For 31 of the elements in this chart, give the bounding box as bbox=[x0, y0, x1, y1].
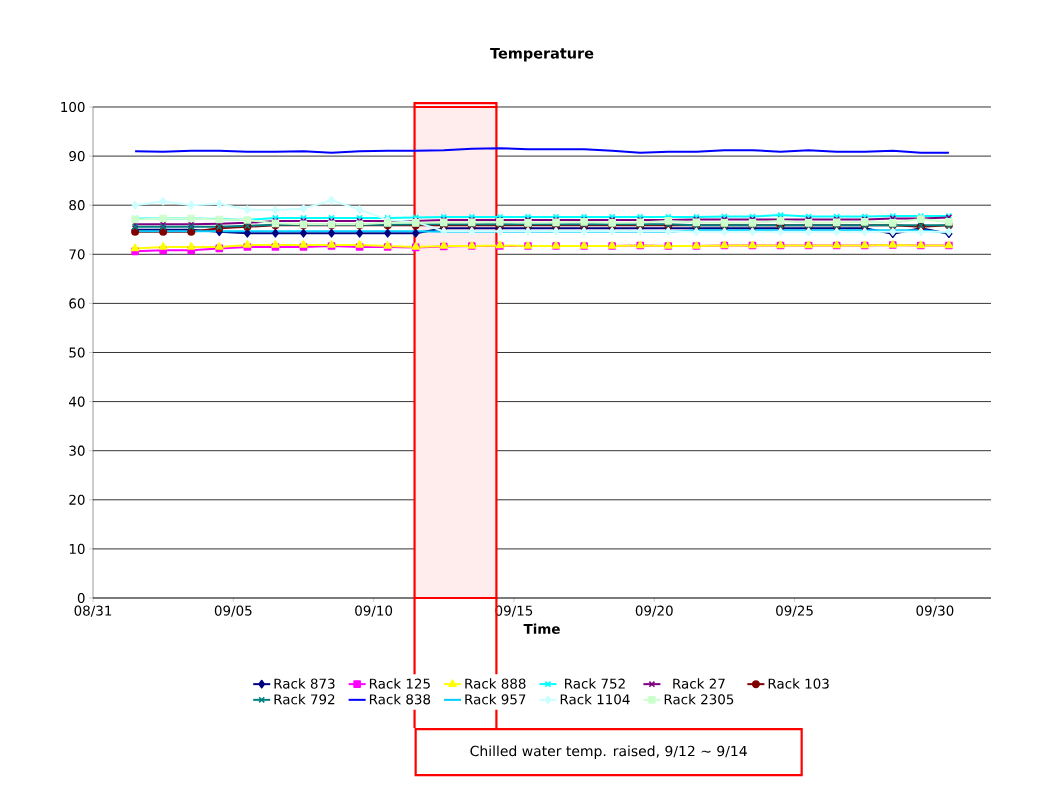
y-tick-label: 0 bbox=[77, 592, 85, 604]
y-tick-label: 70 bbox=[69, 249, 85, 260]
y-tick-label: 60 bbox=[69, 298, 85, 309]
y-tick-label: 90 bbox=[69, 151, 85, 162]
legend-label: Rack 125 bbox=[369, 678, 430, 689]
legend-label: Rack 2305 bbox=[664, 693, 734, 705]
y-tick-label: 100 bbox=[61, 101, 85, 113]
legend-label: Rack 103 bbox=[768, 678, 829, 689]
legend-label: Rack 752 bbox=[565, 678, 625, 689]
legend-label: Rack 957 bbox=[465, 693, 526, 705]
band-label: Chilled water temp. raised, 9/12 ~ 9/14 bbox=[470, 745, 747, 759]
x-tick-label: 09/25 bbox=[776, 605, 813, 617]
x-tick-label: 09/30 bbox=[916, 605, 954, 617]
legend-label: Rack 792 bbox=[274, 693, 335, 705]
legend-label: Rack 838 bbox=[369, 693, 431, 705]
legend-label: Rack 27 bbox=[673, 678, 725, 689]
x-tick-label: 08/31 bbox=[74, 605, 112, 617]
x-tick-label: 09/20 bbox=[635, 605, 673, 617]
chart-title: Temperature bbox=[490, 47, 594, 62]
x-tick-label: 09/05 bbox=[214, 605, 252, 617]
y-tick-label: 20 bbox=[69, 494, 85, 505]
y-tick-label: 80 bbox=[69, 200, 85, 211]
x-axis-title: Time bbox=[523, 623, 560, 634]
y-tick-label: 40 bbox=[69, 396, 85, 407]
legend-label: Rack 1104 bbox=[560, 693, 630, 705]
legend-label: Rack 888 bbox=[465, 678, 526, 689]
x-tick-label: 09/10 bbox=[355, 605, 393, 617]
y-tick-label: 50 bbox=[69, 347, 85, 358]
y-tick-label: 30 bbox=[69, 445, 85, 456]
y-tick-label: 10 bbox=[69, 543, 85, 554]
legend-label: Rack 873 bbox=[274, 678, 335, 689]
